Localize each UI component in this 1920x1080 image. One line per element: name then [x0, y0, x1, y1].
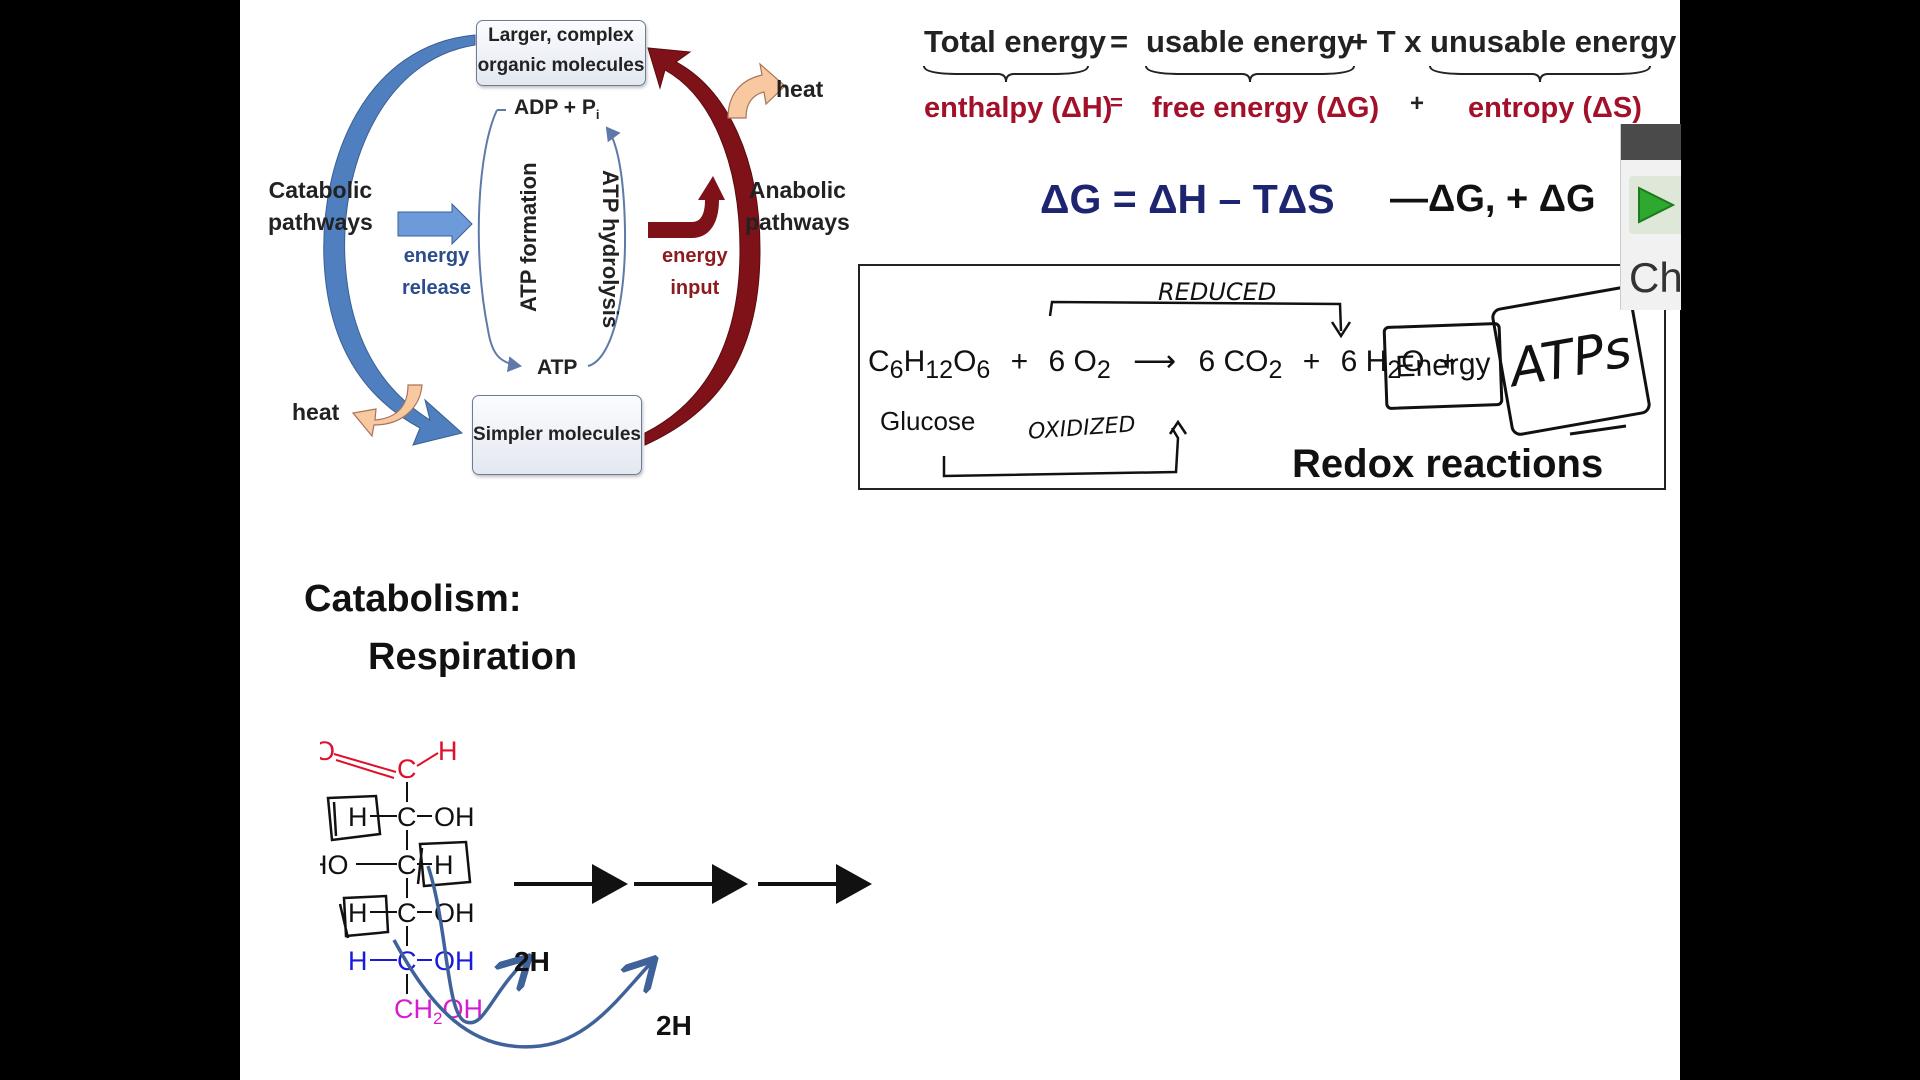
svg-text:HO: HO [320, 850, 349, 880]
delta-g-signs: —ΔG, + ΔG [1390, 178, 1596, 220]
enthalpy-text: enthalpy (ΔH) [924, 92, 1113, 124]
co2-formula: 6 CO2 [1198, 345, 1283, 384]
energy-input-line2: input [670, 277, 720, 299]
svg-text:H: H [348, 802, 368, 832]
svg-text:H: H [434, 850, 454, 880]
redox-box: C6H12O6 + 6 O2 ⟶ 6 CO2 + 6 H2O + Energy … [858, 264, 1666, 490]
glucose-formula: C6H12O6 [868, 345, 991, 384]
svg-text:O: O [320, 736, 335, 766]
plus-sign-2: + [1410, 90, 1425, 117]
side-panel: Ch [1620, 124, 1683, 310]
slide-canvas: Larger, complex organic molecules Simple… [240, 0, 1680, 1080]
redox-annotation-lines [942, 300, 1627, 478]
entropy-text: entropy (ΔS) [1468, 92, 1642, 124]
side-panel-label[interactable]: Ch [1629, 254, 1683, 301]
heat-label-bottom: heat [292, 399, 340, 425]
energy-input-arrow [648, 176, 725, 238]
svg-text:H: H [348, 946, 368, 976]
simpler-molecules-label: Simpler molecules [473, 424, 641, 445]
redox-reactions-title: Redox reactions [1292, 442, 1604, 486]
equals-sign-2: = [1110, 90, 1123, 115]
side-panel-header [1621, 124, 1681, 160]
atp-hydrolysis-loop [587, 126, 627, 367]
two-h-label-2: 2H [656, 1010, 692, 1041]
unusable-energy-text: unusable energy [1430, 24, 1677, 59]
energy-input-label: energy input [662, 240, 728, 304]
larger-molecules-line2: organic molecules [477, 55, 645, 76]
anabolic-line1: Anabolic [748, 177, 846, 203]
svg-text:H: H [438, 736, 458, 766]
metabolism-cycle-graphic [323, 34, 786, 446]
atp-formation-label: ATP formation [516, 162, 541, 312]
energy-plus: + [1438, 345, 1457, 378]
adp-subscript: i [595, 107, 600, 123]
heat-label-top: heat [776, 76, 824, 102]
catabolism-title: Catabolism: [304, 578, 522, 620]
free-energy-text: free energy (ΔG) [1152, 92, 1380, 124]
two-h-label-1: 2H [514, 946, 550, 977]
anabolic-pathways-label: Anabolic pathways [745, 174, 850, 238]
adp-text: ADP + P [514, 96, 596, 119]
play-icon [1638, 186, 1676, 224]
larger-molecules-line1: Larger, complex [488, 25, 634, 46]
water-formula: 6 H2O [1340, 345, 1425, 384]
play-button[interactable] [1629, 176, 1681, 234]
usable-energy-text: usable energy [1146, 24, 1355, 59]
catabolic-pathways-label: Catabolic pathways [268, 174, 373, 238]
svg-text:C: C [397, 898, 417, 928]
atp-formation-loop [477, 109, 522, 373]
total-energy-text: Total energy [924, 24, 1107, 59]
anabolic-line2: pathways [745, 209, 850, 235]
energy-release-line2: release [402, 277, 471, 299]
adp-pi-label: ADP + Pi [514, 96, 600, 122]
svg-text:C: C [397, 802, 417, 832]
underbraces [923, 65, 1651, 83]
heat-arrow-top [727, 62, 786, 119]
reduced-note: REDUCED [1158, 278, 1277, 306]
anabolic-arrow [644, 47, 761, 446]
svg-text:C: C [397, 850, 417, 880]
respiration-equation: C6H12O6 + 6 O2 ⟶ 6 CO2 + 6 H2O + [868, 345, 1457, 384]
plus-t-times-text: + T x [1350, 24, 1422, 59]
equals-sign-1: = [1110, 24, 1129, 59]
svg-text:C: C [397, 754, 417, 784]
energy-release-line1: energy [403, 245, 470, 267]
svg-text:H: H [348, 898, 368, 928]
larger-molecules-box: Larger, complex organic molecules [476, 20, 646, 86]
catabolic-line2: pathways [268, 209, 373, 235]
atp-bottom-label: ATP [537, 356, 578, 379]
gibbs-formula: ΔG = ΔH – TΔS [1040, 176, 1335, 222]
energy-release-label: energy release [402, 240, 471, 304]
svg-text:OH: OH [434, 802, 475, 832]
atp-hydrolysis-label: ATP hydrolysis [598, 170, 623, 329]
svg-text:OH: OH [434, 946, 475, 976]
catabolic-line1: Catabolic [268, 177, 373, 203]
energy-release-arrow [397, 202, 473, 246]
oxygen-formula: 6 O2 [1048, 345, 1111, 384]
energy-input-line1: energy [662, 245, 728, 267]
respiration-subtitle: Respiration [368, 636, 578, 678]
catabolic-arrow [323, 34, 476, 446]
glucose-label: Glucose [880, 406, 976, 436]
simpler-molecules-box: Simpler molecules [472, 395, 642, 475]
glucose-structure: O C H H C OH HO C H H C OH H C OH [320, 736, 872, 1049]
heat-arrow-bottom [351, 384, 423, 438]
